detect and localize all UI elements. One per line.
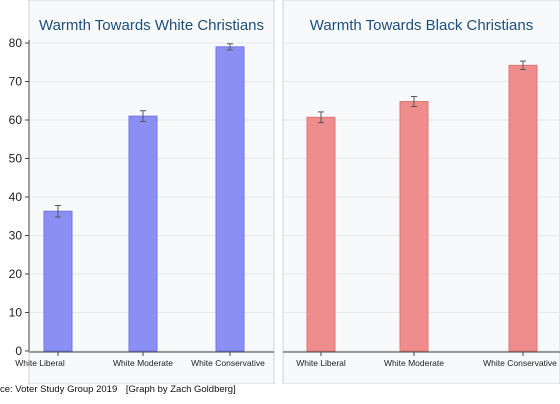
chart: Warmth Towards White Christians 0 10 20 30 40… [9, 0, 560, 384]
panel-title: Warmth Towards Black Christians [310, 17, 533, 34]
y-tick-label: 80 [9, 36, 23, 50]
y-tick-label: 60 [9, 113, 23, 127]
y-tick-label: 30 [9, 229, 23, 243]
y-tick-label: 10 [9, 306, 23, 320]
x-tick-label: White Conservative [483, 358, 557, 368]
x-tick-label: White Moderate [384, 358, 444, 368]
chart-panel-2: Warmth Towards Black Christians White Lib… [282, 0, 560, 384]
bar [508, 64, 538, 352]
footer: ce: Voter Study Group 2019 [Graph by Zac… [0, 384, 236, 395]
source-note: ce: Voter Study Group 2019 [0, 384, 118, 395]
y-tick-label: 50 [9, 152, 23, 166]
y-tick-label: 20 [9, 267, 23, 281]
graph-credit: [Graph by Zach Goldberg] [125, 384, 236, 395]
chart-panel-1: Warmth Towards White Christians 0 10 20 30 40… [9, 0, 275, 384]
y-tick-label: 70 [9, 75, 23, 89]
y-tick-label: 0 [15, 344, 22, 358]
bar [215, 46, 245, 352]
x-tick-label: White Conservative [191, 358, 265, 368]
bar [399, 101, 429, 352]
bar [43, 210, 73, 352]
x-tick-label: White Moderate [113, 358, 173, 368]
bar [306, 116, 336, 352]
x-tick-label: White Liberal [296, 358, 346, 368]
bar [128, 115, 158, 352]
x-tick-label: White Liberal [15, 358, 65, 368]
panel-title: Warmth Towards White Christians [39, 17, 264, 34]
y-tick-label: 40 [9, 190, 23, 204]
